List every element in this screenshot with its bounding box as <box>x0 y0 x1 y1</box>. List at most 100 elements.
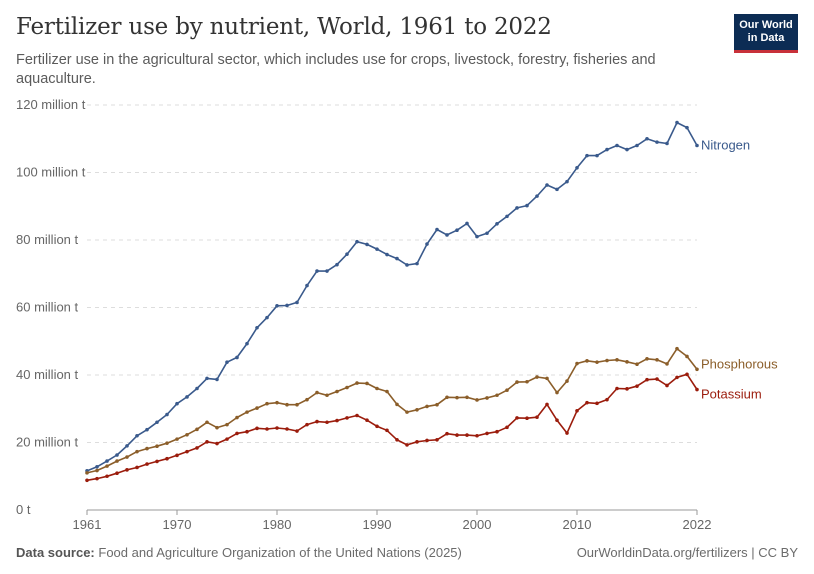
data-point-phosphorous[interactable] <box>275 400 279 405</box>
data-point-phosphorous[interactable] <box>95 468 99 473</box>
data-point-nitrogen[interactable] <box>445 233 449 237</box>
data-point-potassium[interactable] <box>485 431 489 436</box>
data-point-nitrogen[interactable] <box>405 263 409 267</box>
data-point-nitrogen[interactable] <box>265 315 269 320</box>
data-point-potassium[interactable] <box>235 431 239 436</box>
data-point-phosphorous[interactable] <box>215 425 219 430</box>
data-point-nitrogen[interactable] <box>515 206 519 210</box>
data-point-nitrogen[interactable] <box>505 214 509 219</box>
data-point-potassium[interactable] <box>205 440 209 444</box>
data-point-potassium[interactable] <box>475 433 479 438</box>
data-point-phosphorous[interactable] <box>265 401 269 406</box>
owid-logo[interactable]: Our World in Data <box>734 14 798 53</box>
data-point-nitrogen[interactable] <box>185 395 189 399</box>
data-point-nitrogen[interactable] <box>695 143 699 148</box>
data-point-phosphorous[interactable] <box>135 449 139 454</box>
data-point-nitrogen[interactable] <box>535 194 539 198</box>
data-point-potassium[interactable] <box>425 438 429 443</box>
data-point-potassium[interactable] <box>415 440 419 444</box>
data-point-nitrogen[interactable] <box>425 242 429 246</box>
data-point-phosphorous[interactable] <box>85 471 89 475</box>
data-point-potassium[interactable] <box>365 418 369 423</box>
data-point-phosphorous[interactable] <box>585 359 589 363</box>
data-point-nitrogen[interactable] <box>305 283 309 288</box>
data-point-phosphorous[interactable] <box>655 358 659 362</box>
data-point-phosphorous[interactable] <box>155 444 159 449</box>
data-point-potassium[interactable] <box>255 426 259 431</box>
data-point-nitrogen[interactable] <box>275 304 279 308</box>
data-point-nitrogen[interactable] <box>475 234 479 239</box>
data-point-potassium[interactable] <box>105 474 109 479</box>
data-point-potassium[interactable] <box>555 418 559 423</box>
data-point-phosphorous[interactable] <box>485 396 489 400</box>
data-point-potassium[interactable] <box>375 424 379 429</box>
data-point-potassium[interactable] <box>225 437 229 441</box>
data-point-phosphorous[interactable] <box>165 441 169 445</box>
data-point-nitrogen[interactable] <box>665 141 669 146</box>
series-line-nitrogen[interactable] <box>86 121 698 472</box>
data-point-potassium[interactable] <box>135 465 139 470</box>
data-point-potassium[interactable] <box>175 453 179 458</box>
data-point-potassium[interactable] <box>95 476 99 481</box>
data-point-phosphorous[interactable] <box>335 389 339 394</box>
data-point-nitrogen[interactable] <box>455 228 459 233</box>
data-point-phosphorous[interactable] <box>385 389 389 394</box>
data-point-potassium[interactable] <box>285 427 289 431</box>
data-point-potassium[interactable] <box>165 456 169 461</box>
data-point-nitrogen[interactable] <box>365 242 369 247</box>
data-point-phosphorous[interactable] <box>175 437 179 441</box>
data-point-nitrogen[interactable] <box>645 136 649 141</box>
data-point-phosphorous[interactable] <box>245 410 249 414</box>
data-point-phosphorous[interactable] <box>285 402 289 407</box>
data-point-potassium[interactable] <box>615 386 619 391</box>
data-point-phosphorous[interactable] <box>355 381 359 385</box>
data-point-phosphorous[interactable] <box>465 395 469 400</box>
data-point-phosphorous[interactable] <box>105 464 109 468</box>
data-point-phosphorous[interactable] <box>545 376 549 381</box>
data-point-phosphorous[interactable] <box>185 432 189 437</box>
data-point-nitrogen[interactable] <box>255 325 259 330</box>
data-point-potassium[interactable] <box>445 431 449 436</box>
data-point-nitrogen[interactable] <box>225 360 229 364</box>
data-point-potassium[interactable] <box>345 416 349 420</box>
data-point-nitrogen[interactable] <box>545 183 549 187</box>
data-point-nitrogen[interactable] <box>685 125 689 130</box>
data-point-phosphorous[interactable] <box>575 361 579 366</box>
data-point-phosphorous[interactable] <box>305 397 309 402</box>
data-point-potassium[interactable] <box>145 462 149 466</box>
data-point-phosphorous[interactable] <box>595 360 599 364</box>
data-point-nitrogen[interactable] <box>135 433 139 438</box>
data-point-phosphorous[interactable] <box>495 393 499 398</box>
data-point-potassium[interactable] <box>675 375 679 380</box>
data-point-potassium[interactable] <box>355 413 359 418</box>
data-point-nitrogen[interactable] <box>145 427 149 432</box>
data-point-potassium[interactable] <box>405 443 409 447</box>
data-point-phosphorous[interactable] <box>615 358 619 362</box>
data-point-phosphorous[interactable] <box>365 381 369 386</box>
data-point-potassium[interactable] <box>645 377 649 382</box>
data-point-potassium[interactable] <box>195 446 199 450</box>
data-point-potassium[interactable] <box>585 400 589 405</box>
data-point-potassium[interactable] <box>505 425 509 430</box>
data-point-potassium[interactable] <box>265 427 269 431</box>
data-point-phosphorous[interactable] <box>125 455 129 459</box>
data-point-nitrogen[interactable] <box>675 120 679 125</box>
data-point-phosphorous[interactable] <box>525 379 529 384</box>
source-text[interactable]: Food and Agriculture Organization of the… <box>98 545 462 560</box>
data-point-nitrogen[interactable] <box>575 165 579 170</box>
data-point-phosphorous[interactable] <box>645 357 649 361</box>
data-point-nitrogen[interactable] <box>635 143 639 148</box>
data-point-potassium[interactable] <box>605 397 609 402</box>
data-point-nitrogen[interactable] <box>95 465 99 469</box>
data-point-phosphorous[interactable] <box>345 385 349 390</box>
data-point-nitrogen[interactable] <box>375 247 379 251</box>
series-line-potassium[interactable] <box>86 373 698 482</box>
data-point-potassium[interactable] <box>395 438 399 442</box>
data-point-phosphorous[interactable] <box>665 362 669 366</box>
data-point-phosphorous[interactable] <box>445 395 449 400</box>
data-point-potassium[interactable] <box>315 419 319 424</box>
data-point-phosphorous[interactable] <box>205 420 209 425</box>
data-point-phosphorous[interactable] <box>395 402 399 407</box>
data-point-potassium[interactable] <box>625 387 629 391</box>
data-point-potassium[interactable] <box>685 372 689 377</box>
